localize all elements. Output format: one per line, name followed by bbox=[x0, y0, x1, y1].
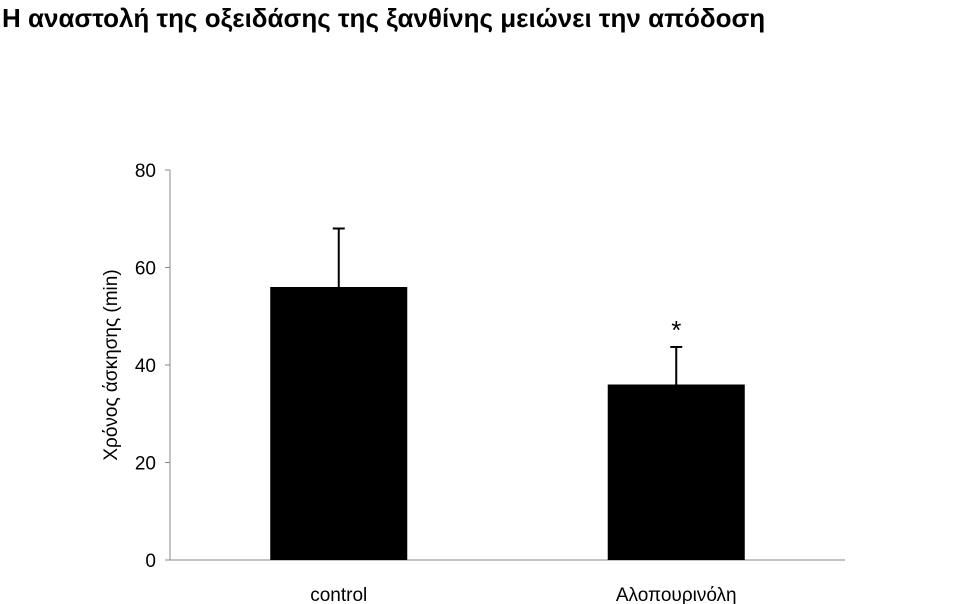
y-tick-label: 20 bbox=[135, 454, 156, 475]
y-tick-label: 0 bbox=[145, 551, 156, 572]
chart-title: Η αναστολή της οξειδάσης της ξανθίνης με… bbox=[2, 3, 765, 33]
y-tick-label: 60 bbox=[135, 259, 156, 280]
bar bbox=[270, 287, 408, 560]
bar bbox=[607, 384, 745, 560]
y-axis-label: Χρόνος άσκησης (min) bbox=[101, 269, 122, 460]
y-tick-label: 80 bbox=[135, 161, 156, 182]
y-tick-label: 40 bbox=[135, 356, 156, 377]
significance-marker: * bbox=[671, 315, 681, 345]
x-tick-label: control bbox=[310, 585, 367, 604]
x-tick-label: Αλοπουρινόλη bbox=[616, 585, 737, 604]
